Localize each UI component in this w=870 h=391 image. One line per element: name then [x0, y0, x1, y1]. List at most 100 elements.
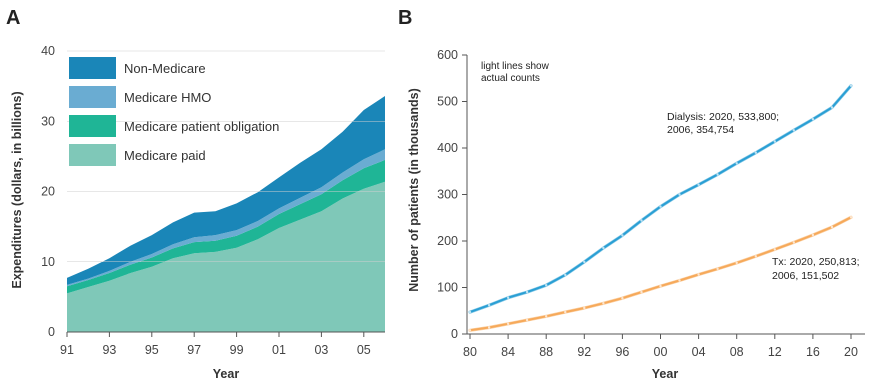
legend-swatch [69, 144, 116, 166]
legend-label: Medicare paid [124, 148, 206, 163]
dialysis-label-line-1: Dialysis: 2020, 533,800; [667, 111, 779, 123]
x-tick-label: 93 [102, 343, 116, 357]
panel-a-y-ticks: 0 10 20 30 40 [41, 44, 385, 339]
data-point-dialysis [602, 246, 605, 250]
x-tick-label: 12 [768, 345, 782, 359]
legend-swatch [69, 115, 116, 137]
x-tick-label: 04 [692, 345, 706, 359]
data-point-dialysis [621, 234, 624, 237]
legend-label: Medicare HMO [124, 90, 211, 105]
x-tick-label: 84 [501, 345, 515, 359]
y-tick-label: 600 [437, 48, 458, 62]
data-point-dialysis [583, 260, 586, 264]
panel-b-y-axis-title: Number of patients (in thousands) [407, 88, 421, 291]
panel-b-lines [468, 84, 853, 332]
y-tick-label: 400 [437, 141, 458, 155]
panel-a-areas [67, 96, 385, 332]
data-point-dialysis [716, 173, 719, 176]
data-point-tx [773, 248, 776, 251]
area-non-medicare [67, 96, 385, 285]
data-point-tx [830, 225, 834, 229]
data-point-dialysis [564, 273, 567, 277]
data-point-tx [621, 297, 624, 300]
data-point-dialysis [697, 183, 700, 186]
x-tick-label: 99 [230, 343, 244, 357]
data-point-dialysis [792, 129, 795, 132]
data-point-dialysis [773, 140, 776, 143]
x-tick-label: 16 [806, 345, 820, 359]
data-point-tx [811, 233, 815, 237]
data-point-tx [735, 261, 738, 265]
data-point-dialysis [754, 151, 757, 154]
panel-b-letter: B [398, 7, 412, 29]
data-point-tx [506, 322, 510, 325]
legend-item-non-medicare: Non-Medicare [69, 57, 206, 79]
y-tick-label: 500 [437, 95, 458, 109]
panel-b-y-ticks: 0 100 200 300 400 500 600 [437, 48, 467, 341]
x-tick-label: 03 [314, 343, 328, 357]
dialysis-label-line-2: 2006, 354,754 [667, 124, 734, 136]
y-tick-label: 10 [41, 255, 55, 269]
panel-a-y-axis-title: Expenditures (dollars, in billions) [10, 91, 24, 288]
panel-a-x-axis-title: Year [213, 367, 240, 381]
panel-a-letter: A [6, 7, 20, 29]
x-tick-label: 80 [463, 345, 477, 359]
y-tick-label: 40 [41, 44, 55, 58]
panel-b: B 0 100 200 300 400 500 600 80 84 88 92 96 00 04 08 12… [398, 7, 865, 381]
data-point-tx [487, 326, 491, 329]
data-point-dialysis [487, 304, 491, 307]
legend-label: Non-Medicare [124, 61, 206, 76]
panel-b-x-ticks: 80 84 88 92 96 00 04 08 12 16 20 [463, 334, 858, 359]
panel-a: A 0 10 20 30 40 91 93 95 97 99 01 03 05 Year Expend… [6, 7, 385, 381]
light-lines-note-line-2: actual counts [481, 73, 540, 84]
x-tick-label: 97 [187, 343, 201, 357]
area-medicare-patient-obligation [67, 159, 385, 294]
data-point-tx [697, 273, 700, 276]
data-point-dialysis [678, 193, 681, 196]
legend-label: Medicare patient obligation [124, 119, 279, 134]
data-point-dialysis [849, 84, 853, 87]
x-tick-label: 96 [615, 345, 629, 359]
data-point-dialysis [545, 284, 548, 287]
panel-a-x-ticks: 91 93 95 97 99 01 03 05 [60, 332, 371, 357]
data-point-tx [602, 302, 605, 305]
data-point-tx [525, 318, 529, 322]
data-point-tx [545, 315, 548, 318]
data-point-tx [678, 279, 681, 282]
panel-a-legend: Non-Medicare Medicare HMO Medicare patient… [69, 57, 279, 166]
data-point-tx [792, 241, 795, 244]
y-tick-label: 0 [48, 325, 55, 339]
y-tick-label: 300 [437, 188, 458, 202]
x-tick-label: 92 [577, 345, 591, 359]
panel-b-x-axis-title: Year [652, 367, 679, 381]
data-point-dialysis [640, 219, 643, 222]
data-point-tx [583, 306, 586, 310]
y-tick-label: 30 [41, 114, 55, 128]
light-lines-note-line-1: light lines show [481, 61, 550, 72]
x-tick-label: 91 [60, 343, 74, 357]
x-tick-label: 05 [357, 343, 371, 357]
data-point-tx [849, 216, 853, 219]
x-tick-label: 08 [730, 345, 744, 359]
data-point-tx [468, 329, 472, 332]
legend-swatch [69, 86, 116, 108]
legend-item-medicare-hmo: Medicare HMO [69, 86, 211, 108]
y-tick-label: 100 [437, 281, 458, 295]
y-tick-label: 200 [437, 234, 458, 248]
x-tick-label: 20 [844, 345, 858, 359]
x-tick-label: 01 [272, 343, 286, 357]
data-point-tx [754, 255, 757, 258]
x-tick-label: 88 [539, 345, 553, 359]
x-tick-label: 00 [654, 345, 668, 359]
data-point-dialysis [659, 205, 662, 208]
y-tick-label: 20 [41, 185, 55, 199]
x-tick-label: 95 [145, 343, 159, 357]
y-tick-label: 0 [451, 327, 458, 341]
data-point-tx [716, 267, 719, 271]
data-point-tx [564, 310, 567, 314]
data-point-dialysis [468, 310, 472, 314]
data-point-dialysis [735, 162, 738, 165]
data-point-tx [659, 284, 662, 288]
data-point-dialysis [525, 290, 529, 294]
